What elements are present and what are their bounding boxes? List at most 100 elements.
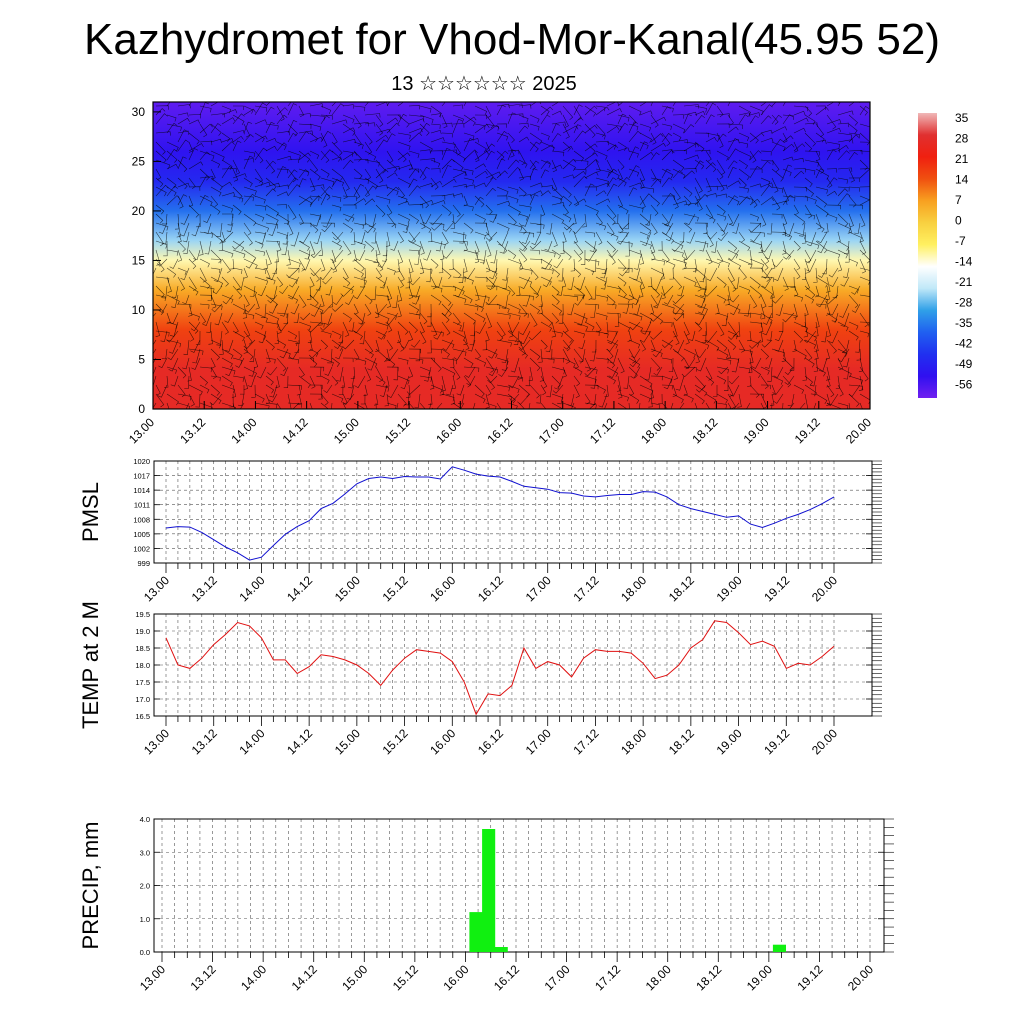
wind-barb xyxy=(287,158,299,164)
wind-barb xyxy=(804,159,819,167)
wind-barb xyxy=(287,222,294,236)
wind-barb xyxy=(348,321,355,332)
wind-barb xyxy=(826,384,835,398)
wind-barb xyxy=(442,339,454,351)
wind-barb xyxy=(694,149,711,155)
wind-barb xyxy=(386,312,397,320)
wind-barb xyxy=(408,348,421,354)
wind-barb xyxy=(315,276,322,291)
wind-barb xyxy=(529,168,538,179)
wind-barb xyxy=(415,348,421,362)
wind-barb xyxy=(628,105,642,116)
y-tick-label: 18.0 xyxy=(135,661,150,670)
wind-barb xyxy=(404,393,410,406)
wind-barb xyxy=(716,276,727,288)
precip-bar xyxy=(469,912,483,952)
wind-barb xyxy=(265,222,279,229)
wind-barb xyxy=(760,249,770,264)
wind-barb xyxy=(409,168,420,173)
x-tick-label: 19.00 xyxy=(741,415,772,446)
wind-barb xyxy=(386,357,396,368)
wind-barb xyxy=(563,222,575,231)
wind-barb xyxy=(331,240,342,250)
wind-barb xyxy=(199,384,210,394)
wind-barb xyxy=(496,240,508,254)
wind-barb xyxy=(716,193,728,199)
wind-barb xyxy=(773,393,784,404)
wind-barb xyxy=(837,167,853,172)
colorbar-label: 7 xyxy=(955,193,962,207)
wind-barb xyxy=(474,294,490,302)
wind-barb xyxy=(760,104,773,116)
wind-barb xyxy=(584,402,597,409)
wind-barb xyxy=(331,132,338,145)
wind-barb xyxy=(177,195,184,209)
wind-barb xyxy=(715,303,720,315)
wind-barb xyxy=(155,141,166,155)
wind-barb xyxy=(243,339,256,350)
wind-barb xyxy=(257,285,267,297)
wind-barb xyxy=(199,105,212,113)
x-tick-label: 14.12 xyxy=(280,415,311,446)
wind-barb xyxy=(591,258,597,272)
wind-barb xyxy=(419,267,433,274)
wind-barb xyxy=(298,105,305,118)
wind-barb xyxy=(331,179,341,188)
wind-barb xyxy=(837,249,848,259)
wind-barb xyxy=(828,267,839,278)
wind-barb xyxy=(210,113,226,118)
wind-barb xyxy=(650,204,659,216)
wind-barb xyxy=(683,114,692,125)
wind-barb xyxy=(859,393,870,404)
wind-barb xyxy=(199,285,215,293)
wind-barb xyxy=(309,213,321,221)
wind-barb xyxy=(430,330,444,337)
wind-barb xyxy=(518,294,534,301)
wind-barb xyxy=(487,276,498,290)
wind-barb xyxy=(256,366,267,379)
wind-barb xyxy=(698,303,707,314)
wind-barb xyxy=(782,132,788,144)
x-tick-label: 13.12 xyxy=(188,962,219,993)
wind-barb xyxy=(573,285,585,299)
wind-barb xyxy=(340,375,346,388)
wind-barb xyxy=(378,258,388,269)
wind-barb xyxy=(760,393,768,409)
wind-barb xyxy=(474,163,486,170)
wind-barb xyxy=(782,240,787,255)
wind-barb xyxy=(837,258,843,272)
wind-barb xyxy=(815,213,822,230)
wind-barb xyxy=(551,186,564,201)
wind-barb xyxy=(551,202,565,207)
wind-barb xyxy=(826,276,831,293)
wind-barb xyxy=(793,294,804,302)
wind-barb xyxy=(679,402,685,409)
wind-barb xyxy=(828,303,839,316)
wind-barb xyxy=(428,393,433,405)
wind-barb xyxy=(669,267,674,280)
wind-barb xyxy=(589,348,597,362)
wind-barb xyxy=(572,222,586,234)
wind-barb xyxy=(529,182,543,188)
wind-barb xyxy=(392,294,399,309)
wind-barb xyxy=(153,267,157,275)
wind-barb xyxy=(188,258,197,270)
wind-barb xyxy=(837,384,844,397)
wind-barb xyxy=(614,312,620,327)
wind-barb xyxy=(440,249,445,260)
wind-barb xyxy=(320,258,326,272)
wind-barb xyxy=(268,303,278,314)
wind-barb xyxy=(518,339,531,350)
wind-barb xyxy=(188,384,203,396)
wind-barb xyxy=(573,240,584,256)
wind-barb xyxy=(705,150,712,162)
wind-barb xyxy=(176,222,181,238)
wind-barb xyxy=(450,213,455,230)
wind-barb xyxy=(628,187,638,197)
wind-barb xyxy=(519,240,531,252)
wind-barb xyxy=(551,177,558,191)
wind-barb xyxy=(166,177,177,189)
wind-barb xyxy=(153,357,157,364)
wind-barb xyxy=(327,348,333,364)
wind-barb xyxy=(182,231,190,243)
